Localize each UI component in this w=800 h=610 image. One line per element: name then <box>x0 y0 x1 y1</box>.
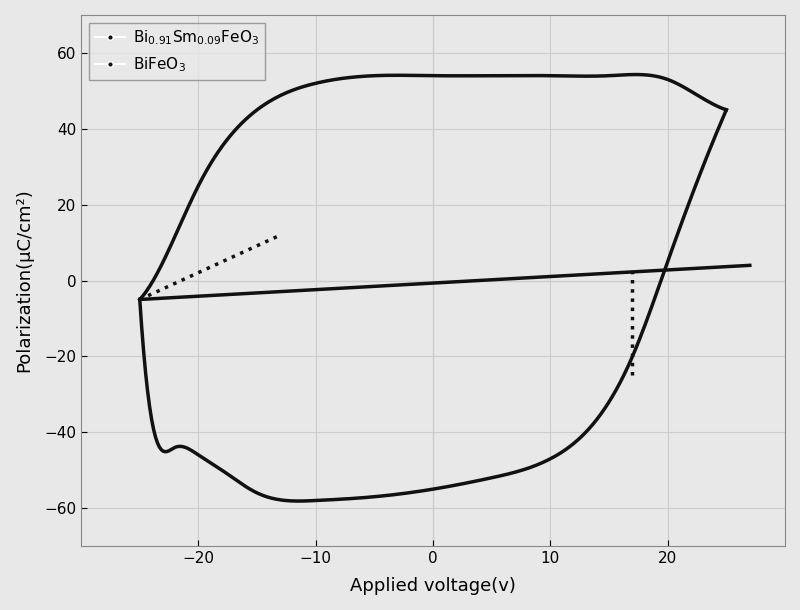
Y-axis label: Polarization(μC/cm²): Polarization(μC/cm²) <box>15 188 33 372</box>
Legend: Bi$_{0.91}$Sm$_{0.09}$FeO$_3$, BiFeO$_3$: Bi$_{0.91}$Sm$_{0.09}$FeO$_3$, BiFeO$_3$ <box>89 23 266 80</box>
X-axis label: Applied voltage(v): Applied voltage(v) <box>350 577 516 595</box>
